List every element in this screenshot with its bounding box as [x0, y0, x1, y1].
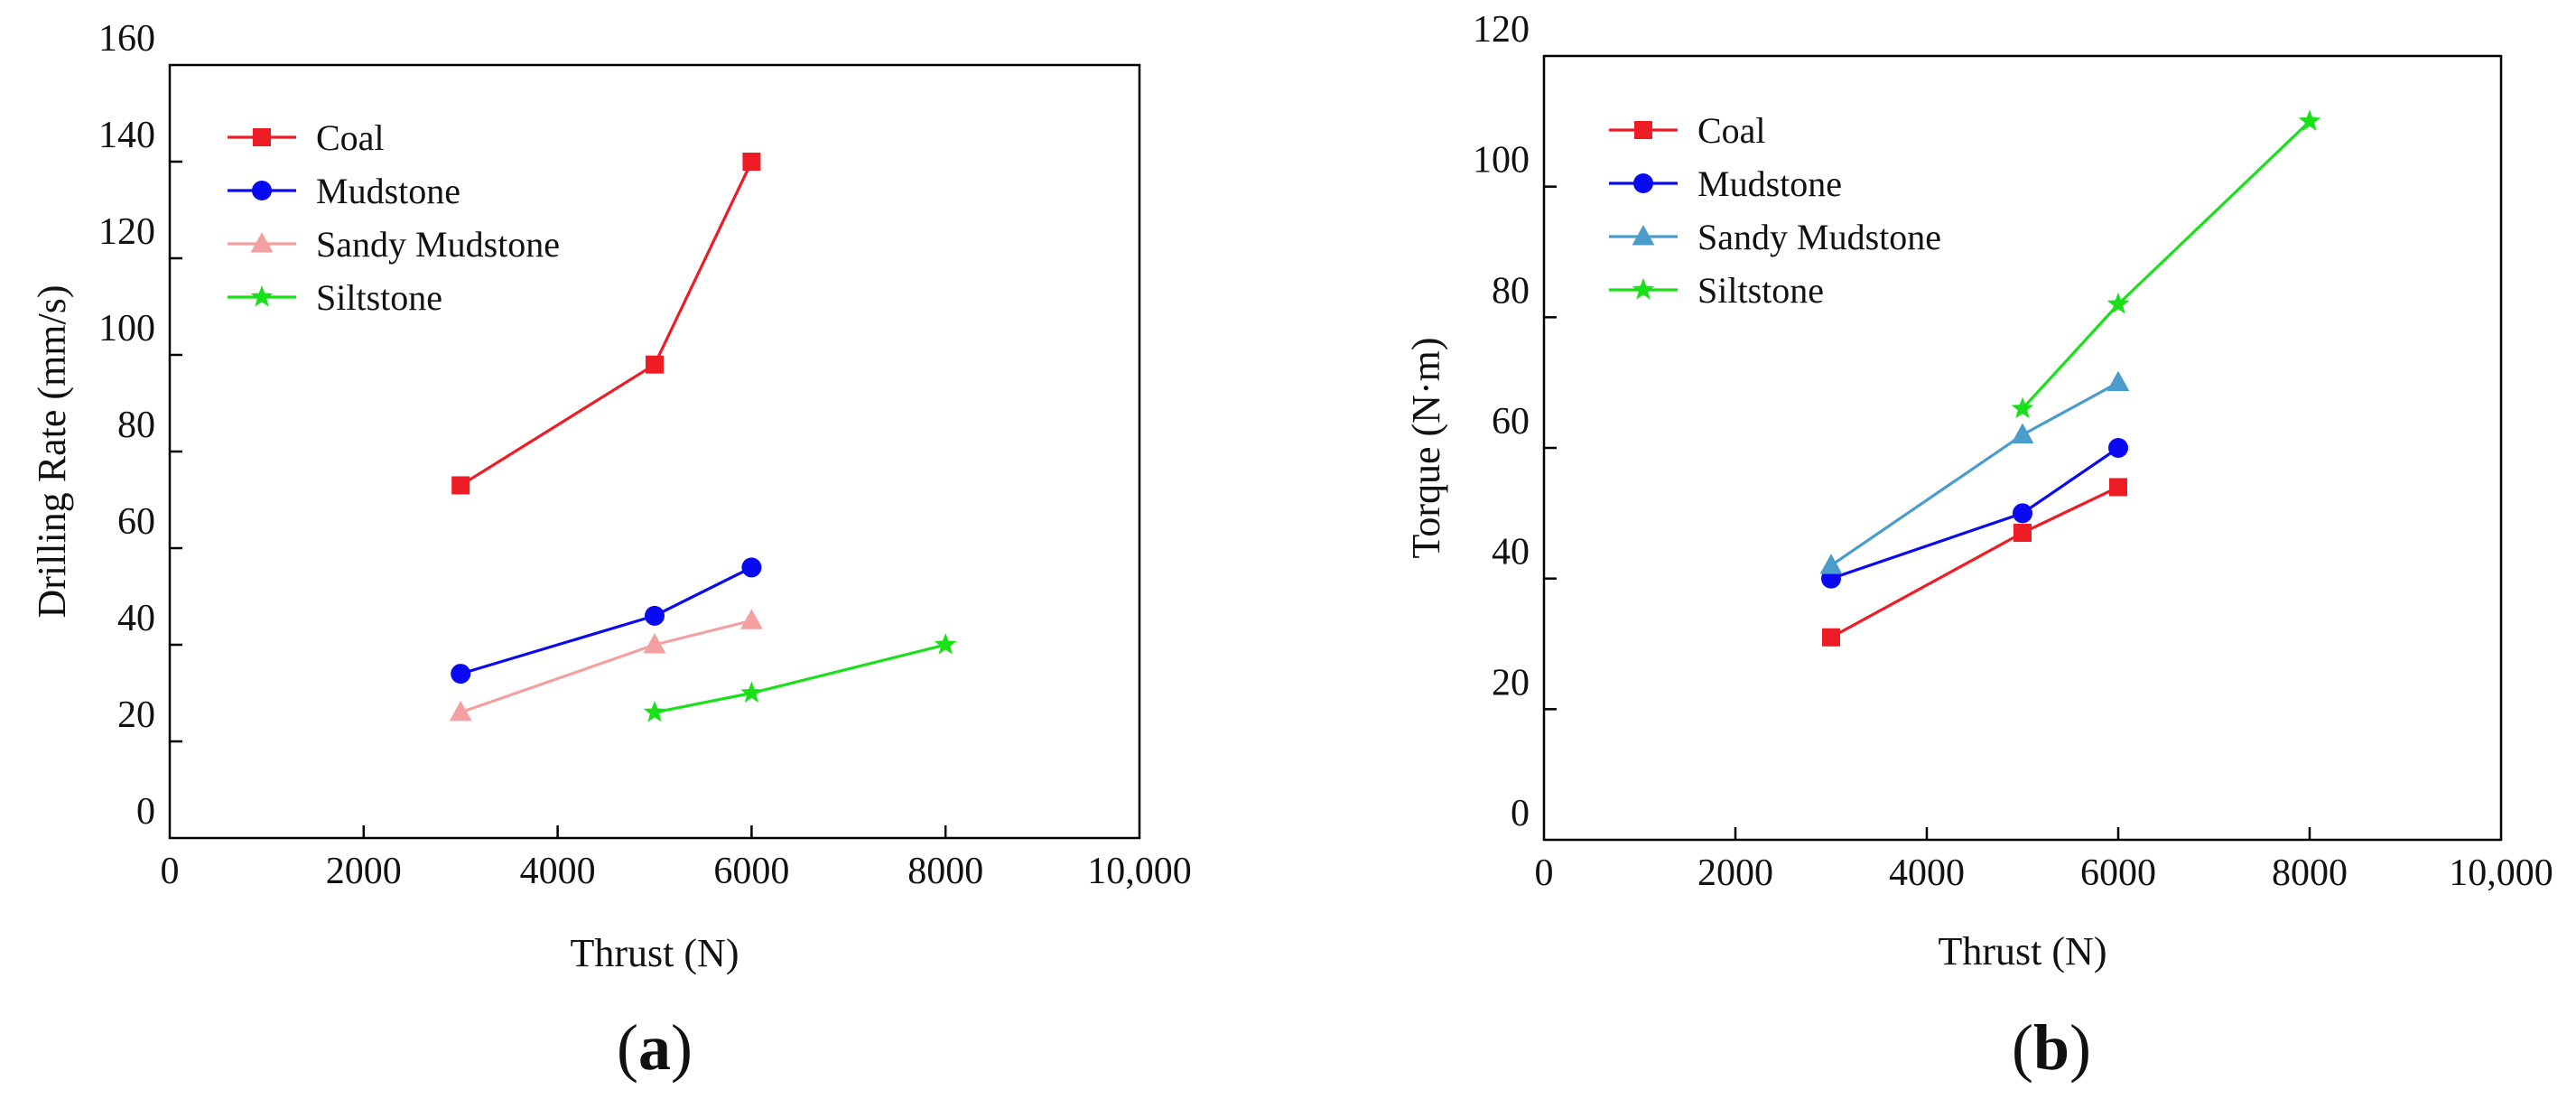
panel-a-point-siltstone-1 [740, 681, 763, 703]
panel-b-y-tick-label-2: 40 [1492, 532, 1530, 573]
panel-a-legend-marker-sandy-mudstone [250, 231, 274, 253]
panel-b-x-tick-label-3: 6000 [2080, 852, 2156, 894]
panel-b-y-axis-title: Torque (N·m) [1404, 338, 1448, 559]
panel-b-legend-label-mudstone: Mudstone [1697, 163, 1842, 204]
panel-b-point-mudstone-2 [2108, 438, 2128, 458]
panel-a-legend-marker-mudstone [252, 181, 272, 200]
panel-a-x-tick-label-0: 0 [161, 851, 180, 892]
panel-b-x-tick-label-5: 10,000 [2449, 852, 2553, 894]
panel-b-x-tick-label-2: 4000 [1889, 852, 1965, 894]
panel-b-x-axis-title: Thrust (N) [1939, 929, 2107, 973]
panel-b-torque-chart: 0 2000 4000 6000 8000 10,000 020406080100120 … [1404, 9, 2553, 1084]
panel-b-y-tick-label-5: 100 [1473, 140, 1530, 182]
panel-a-y-ticks: 0 20 40 60 80 100 120 140 160 [98, 18, 182, 833]
panel-a-x-tick-label-5: 10,000 [1087, 851, 1192, 892]
panel-b-legend-label-siltstone: Siltstone [1697, 270, 1824, 311]
panel-b-label-left: ( [2012, 1011, 2033, 1084]
panel-a-y-tick-label-5: 100 [98, 308, 155, 349]
panel-b-label: (b) [2012, 1011, 2091, 1084]
panel-a-y-tick-label-0: 0 [136, 791, 155, 833]
panel-a-y-tick-label-6: 120 [98, 211, 155, 253]
panel-b-point-mudstone-1 [2013, 503, 2032, 524]
panel-a-x-ticks: 0 2000 4000 6000 8000 10,000 [161, 825, 1192, 892]
panel-a-point-sandy-mudstone-2 [740, 609, 763, 629]
panel-b-point-sandy-mudstone-0 [1819, 554, 1843, 574]
panel-b-y-tick-label-6: 120 [1473, 9, 1530, 51]
panel-a-legend-label-coal: Coal [316, 117, 385, 158]
panel-a-y-tick-label-7: 140 [98, 115, 155, 156]
panel-a-label: (a) [617, 1011, 693, 1084]
panel-a-point-siltstone-2 [934, 633, 957, 655]
panel-b-legend-marker-coal [1634, 121, 1652, 139]
panel-b-legend-label-sandy-mudstone: Sandy Mudstone [1697, 217, 1941, 257]
panel-a-legend-label-siltstone: Siltstone [316, 277, 442, 318]
panel-b-x-tick-label-1: 2000 [1697, 852, 1773, 894]
panel-a-series-layer [449, 153, 957, 722]
panel-a-y-axis-title: Drilling Rate (mm/s) [30, 284, 74, 618]
panel-a-label-left: ( [617, 1011, 638, 1084]
panel-b-legend-marker-sandy-mudstone [1632, 224, 1655, 246]
panel-a-legend: Coal Mudstone Sandy Mudstone Siltstone [228, 117, 560, 318]
panel-a-x-tick-label-3: 6000 [713, 851, 789, 892]
panel-a-label-letter: a [638, 1011, 671, 1084]
panel-a-point-mudstone-0 [451, 664, 471, 685]
panel-b-point-siltstone-1 [2106, 292, 2130, 314]
panel-b-y-ticks: 0 20 40 60 80 100 120 [1473, 9, 1557, 834]
panel-b-x-ticks: 0 2000 4000 6000 8000 10,000 [1535, 827, 2553, 894]
panel-a-point-sandy-mudstone-0 [449, 700, 472, 722]
panel-a-x-tick-label-2: 4000 [520, 851, 596, 892]
panel-b-legend-label-coal: Coal [1697, 110, 1766, 151]
panel-b-y-tick-label-0: 0 [1511, 793, 1530, 834]
panel-b-point-siltstone-2 [2298, 109, 2321, 131]
panel-a-point-coal-2 [742, 153, 761, 171]
panel-a-label-right: ) [671, 1011, 693, 1084]
panel-a-x-tick-label-1: 2000 [326, 851, 402, 892]
panel-a-legend-label-sandy-mudstone: Sandy Mudstone [316, 224, 560, 265]
panel-b-label-right: ) [2069, 1011, 2091, 1084]
panel-b-y-tick-label-4: 80 [1492, 270, 1530, 312]
panel-b-x-tick-label-4: 8000 [2272, 852, 2348, 894]
panel-b-series-layer [1819, 109, 2321, 647]
panel-b-y-tick-label-1: 20 [1492, 662, 1530, 703]
panel-a-x-tick-label-4: 8000 [907, 851, 983, 892]
panel-b-legend-marker-siltstone [1632, 278, 1655, 300]
panel-a-x-axis-title: Thrust (N) [571, 931, 739, 975]
panel-b-point-sandy-mudstone-1 [2011, 423, 2034, 443]
panel-a-y-tick-label-2: 40 [117, 598, 155, 639]
panel-b-point-coal-2 [2109, 478, 2127, 497]
panel-b-point-coal-1 [2013, 524, 2032, 543]
panel-a-legend-label-mudstone: Mudstone [316, 171, 460, 211]
panel-a-legend-marker-siltstone [250, 285, 274, 307]
panel-a-point-siltstone-0 [643, 700, 666, 722]
panel-a-y-tick-label-4: 80 [117, 405, 155, 446]
panel-a-point-mudstone-1 [645, 605, 665, 626]
panel-a-y-tick-label-8: 160 [98, 18, 155, 60]
panel-a-point-coal-0 [451, 476, 470, 495]
panel-b-point-coal-0 [1822, 628, 1840, 647]
panel-a-point-mudstone-2 [741, 557, 762, 578]
panel-b-point-sandy-mudstone-2 [2106, 370, 2130, 392]
panel-a-point-coal-1 [646, 355, 664, 374]
panel-b-point-siltstone-0 [2011, 396, 2034, 419]
panel-a-y-tick-label-1: 20 [117, 694, 155, 736]
panel-b-legend-marker-mudstone [1633, 173, 1653, 193]
panel-a-drilling-rate-chart: 0 2000 4000 6000 8000 10,000 0 20 40 60 80 100 120 1… [30, 18, 1192, 1084]
panel-b-x-tick-label-0: 0 [1535, 852, 1554, 894]
panel-b-legend: Coal Mudstone Sandy Mudstone Siltstone [1609, 110, 1941, 311]
panel-b-y-tick-label-3: 60 [1492, 401, 1530, 442]
panel-b-label-letter: b [2033, 1011, 2069, 1084]
panel-a-legend-marker-coal [253, 128, 271, 146]
panel-a-y-tick-label-3: 60 [117, 501, 155, 543]
panel-a-point-sandy-mudstone-1 [643, 632, 666, 654]
